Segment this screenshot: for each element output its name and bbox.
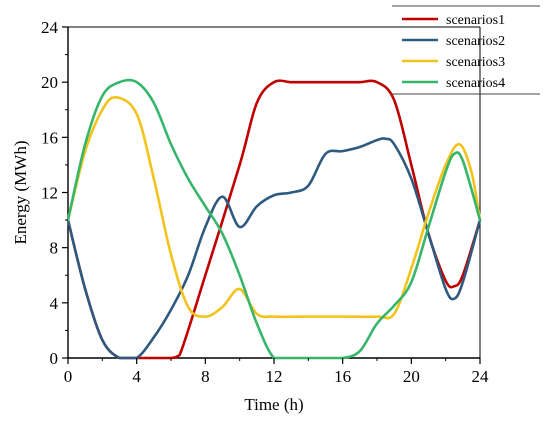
y-axis-ticks: 0 4 8 12 16 20 24 <box>41 18 68 368</box>
y-tick-label: 8 <box>50 239 59 258</box>
x-tick-label: 4 <box>132 367 141 386</box>
x-tick-label: 12 <box>266 367 283 386</box>
series-line-scenarios3 <box>66 96 482 320</box>
y-axis-label: Energy (MWh) <box>11 140 30 244</box>
x-tick-label: 16 <box>334 367 351 386</box>
y-tick-label: 0 <box>50 349 59 368</box>
y-tick-label: 4 <box>50 294 59 313</box>
series-layer <box>66 78 482 360</box>
x-tick-label: 8 <box>201 367 210 386</box>
x-tick-label: 24 <box>472 367 490 386</box>
x-axis-label: Time (h) <box>244 395 303 414</box>
y-tick-label: 24 <box>41 18 59 37</box>
legend: scenarios1 scenarios2 scenarios3 scenarios4 <box>392 5 540 95</box>
y-tick-label: 20 <box>41 73 58 92</box>
x-tick-label: 0 <box>64 367 73 386</box>
y-tick-label: 12 <box>41 184 58 203</box>
y-tick-label: 16 <box>41 128 58 147</box>
legend-label-scenarios2: scenarios2 <box>446 34 505 49</box>
x-axis-ticks: 0 4 8 12 16 20 24 <box>64 358 489 386</box>
x-tick-label: 20 <box>403 367 420 386</box>
legend-label-scenarios1: scenarios1 <box>446 13 505 28</box>
legend-label-scenarios4: scenarios4 <box>446 76 505 91</box>
series-line-scenarios4 <box>66 78 482 360</box>
legend-label-scenarios3: scenarios3 <box>446 55 505 70</box>
